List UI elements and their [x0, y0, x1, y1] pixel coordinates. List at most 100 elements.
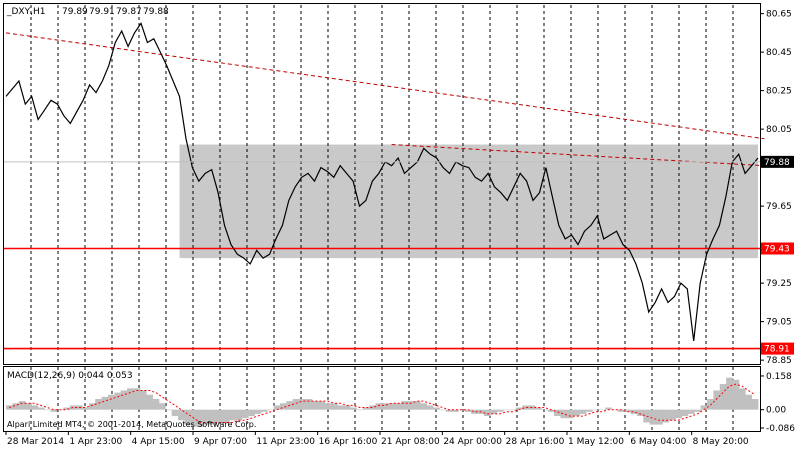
macd-histogram-bar [483, 409, 491, 417]
macd-histogram-bar [44, 409, 52, 411]
macd-histogram-bar [197, 409, 204, 427]
macd-histogram-bar [426, 405, 434, 410]
macd-histogram-bar [184, 409, 192, 425]
macd-histogram-bar [318, 401, 326, 410]
price-tick-label: 78.85 [766, 356, 792, 366]
macd-histogram-bar [133, 388, 141, 410]
macd-histogram-bar [681, 409, 689, 417]
macd-histogram-bar [643, 409, 651, 423]
macd-layer [6, 377, 759, 427]
macd-axis: 0.158 0.00 -0.086 [760, 372, 795, 434]
macd-tick-label: 0.158 [766, 372, 792, 382]
ohlc-low: 79.87 [116, 7, 142, 17]
macd-histogram-bar [687, 409, 695, 414]
macd-histogram-bar [547, 409, 555, 412]
macd-histogram-bar [375, 403, 383, 410]
ohlc-open: 79.89 [62, 7, 88, 17]
macd-histogram-bar [605, 407, 612, 410]
macd-histogram-bar [37, 407, 45, 410]
macd-histogram-bar [369, 405, 377, 410]
macd-histogram-bar [165, 409, 173, 411]
time-tick-label: 21 Apr 08:00 [381, 437, 440, 447]
ohlc-high: 79.91 [89, 7, 115, 17]
time-tick-label: 16 Apr 16:00 [319, 437, 378, 447]
macd-histogram-bar [503, 409, 510, 411]
price-tick-label: 79.25 [766, 279, 792, 289]
macd-histogram-bar [592, 409, 600, 411]
macd-plot-frame [3, 366, 761, 432]
macd-histogram-bar [496, 409, 504, 412]
price-tick-label: 80.45 [766, 48, 792, 58]
macd-histogram-bar [413, 401, 421, 410]
macd-histogram-bar [343, 405, 351, 410]
macd-histogram-bar [388, 403, 396, 410]
macd-histogram-bar [751, 399, 759, 410]
macd-histogram-bar [362, 407, 370, 410]
time-tick-label: 28 Mar 2014 [7, 437, 64, 447]
ohlc-close: 79.88 [143, 7, 169, 17]
macd-histogram-bar [235, 409, 243, 421]
macd-histogram-bar [713, 390, 721, 410]
time-tick-label: 28 Apr 16:00 [506, 437, 565, 447]
time-tick-label: 6 May 04:00 [630, 437, 686, 447]
level-label-box [761, 342, 794, 355]
watermark: Alpari Limited MT4, © 2001-2014, MetaQuo… [7, 420, 256, 429]
macd-histogram-bar [407, 401, 415, 410]
macd-histogram-bar [107, 394, 115, 410]
level-label: 79.43 [764, 244, 790, 254]
macd-histogram-bar [324, 403, 332, 410]
macd-histogram-bar [611, 409, 619, 411]
macd-histogram-bar [292, 399, 300, 410]
macd-histogram-bar [241, 409, 249, 419]
macd-histogram-bar [700, 405, 708, 410]
macd-histogram-bar [254, 409, 262, 414]
time-tick-label: 8 May 20:00 [693, 437, 749, 447]
macd-histogram-bar [534, 407, 542, 410]
macd-histogram-bar [579, 409, 587, 414]
macd-histogram-bar [656, 409, 663, 425]
macd-histogram-bar [299, 399, 306, 410]
macd-histogram-bar [337, 405, 345, 410]
macd-histogram-bar [585, 409, 593, 412]
macd-histogram-bar [432, 407, 440, 410]
macd-tick-label: -0.086 [766, 424, 795, 434]
macd-histogram-bar [541, 409, 549, 411]
macd-histogram-bar [82, 407, 90, 410]
macd-histogram-bar [554, 409, 561, 417]
macd-histogram-bar [668, 409, 676, 421]
macd-histogram-bar [394, 403, 402, 410]
macd-histogram-bar [114, 392, 122, 410]
macd-histogram-bar [464, 409, 472, 412]
price-series-line [5, 21, 759, 341]
macd-histogram-bar [18, 401, 26, 410]
macd-histogram-bar [566, 409, 574, 419]
trend-line-1 [5, 32, 765, 140]
macd-histogram-bar [630, 409, 638, 414]
macd-histogram-bar [617, 409, 625, 412]
macd-label: MACD(12,26,9) 0.044 0.053 [7, 371, 133, 381]
macd-histogram-bar [452, 409, 459, 412]
levels-layer [4, 247, 760, 350]
macd-histogram-bar [726, 377, 733, 410]
macd-histogram-bar [636, 409, 644, 417]
macd-histogram-bar [382, 403, 389, 410]
macd-histogram-bar [101, 396, 109, 410]
current-price-label: 79.88 [764, 158, 790, 168]
time-tick-label: 1 Apr 23:00 [69, 437, 122, 447]
macd-histogram-bar [707, 399, 714, 410]
time-tick-label: 1 May 12:00 [568, 437, 624, 447]
time-tick-label: 11 Apr 23:00 [256, 437, 315, 447]
price-tick-label: 79.65 [766, 202, 792, 212]
macd-histogram-bar [229, 409, 236, 421]
macd-histogram-bar [171, 409, 179, 417]
macd-histogram-bar [675, 409, 682, 419]
time-tick-label: 9 Apr 07:00 [194, 437, 247, 447]
macd-histogram-bar [50, 409, 58, 412]
macd-histogram-bar [420, 403, 428, 410]
macd-histogram-bar [350, 407, 357, 410]
macd-histogram-bar [624, 409, 631, 412]
macd-histogram-bar [267, 409, 275, 411]
macd-histogram-bar [178, 409, 185, 421]
macd-histogram-bar [12, 403, 20, 410]
macd-histogram-bar [490, 409, 498, 414]
